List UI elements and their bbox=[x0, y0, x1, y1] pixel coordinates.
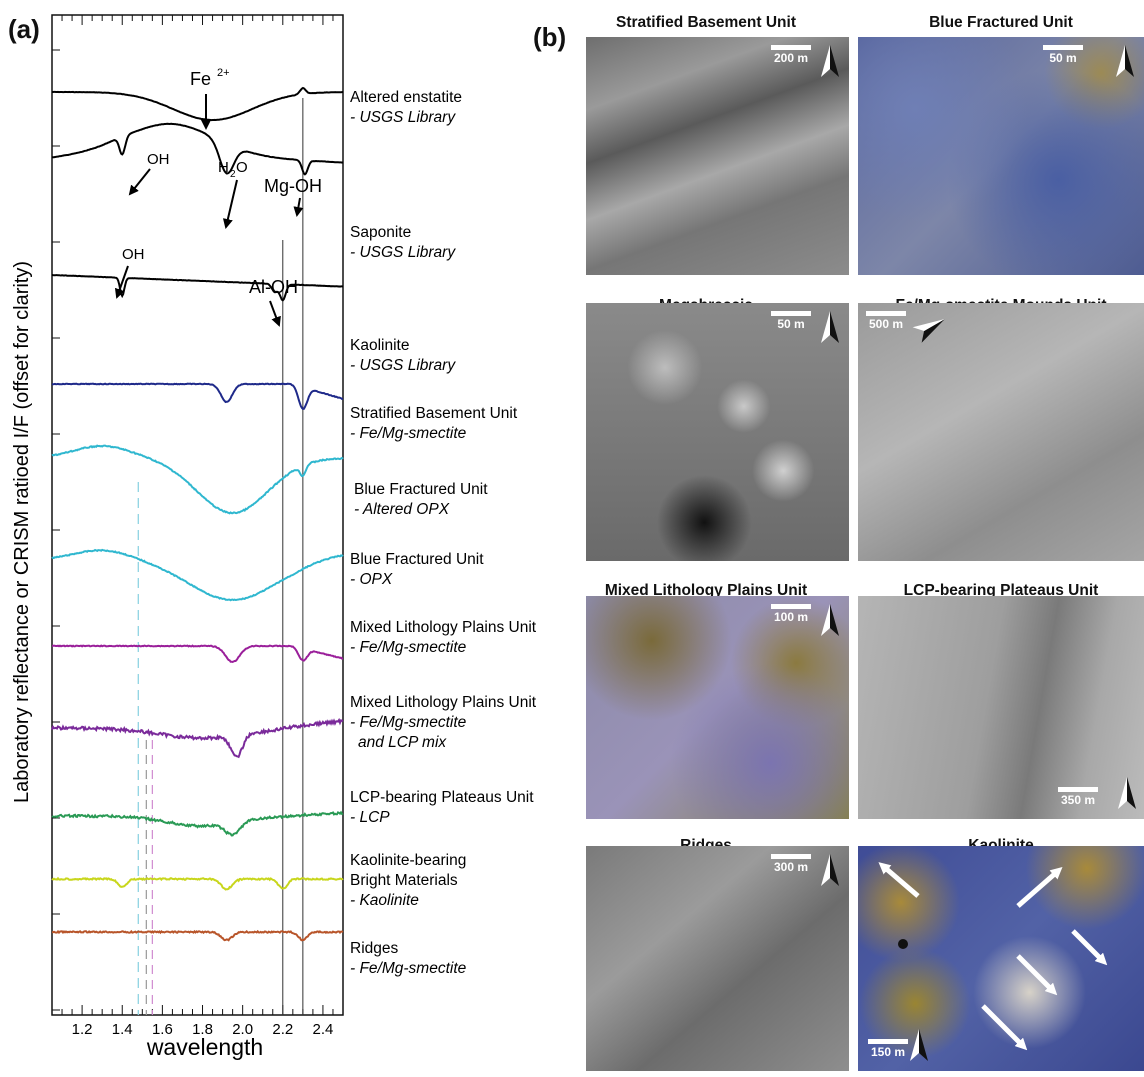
spectrum-name: Mixed Lithology Plains Unit bbox=[350, 694, 537, 711]
spectrum-name: Kaolinite-bearing bbox=[350, 852, 466, 869]
x-tick-label: 2.0 bbox=[232, 1021, 253, 1038]
spectrum-curve bbox=[51, 810, 344, 837]
scale-bar: 500 m bbox=[866, 311, 906, 331]
spectrum-curve bbox=[51, 273, 344, 302]
spectrum-source: - Fe/Mg-smectite bbox=[350, 714, 467, 731]
spectrum-name: Blue Fractured Unit bbox=[350, 551, 484, 568]
axis-ticks: 1.2 1.4 1.6 1.8 2.0 2.2 2.4 bbox=[52, 15, 344, 1038]
absorption-annotations: Fe 2+ OH H 2 O Mg-OH OH Al-OH bbox=[114, 67, 322, 327]
north-arrow-icon bbox=[821, 854, 839, 886]
oh-annotation-2: OH bbox=[122, 246, 145, 263]
scale-bar: 300 m bbox=[771, 854, 811, 874]
aloh-annotation: Al-OH bbox=[249, 277, 298, 297]
spectrum-name: Saponite bbox=[350, 224, 411, 241]
x-tick-label: 1.2 bbox=[72, 1021, 93, 1038]
reference-lines bbox=[137, 98, 304, 1015]
kaolinite-arrows bbox=[878, 862, 1108, 1051]
panel-a-label: (a) bbox=[8, 14, 40, 44]
scale-bar: 50 m bbox=[771, 311, 811, 331]
scale-bar: 150 m bbox=[868, 1039, 908, 1059]
oh-annotation: OH bbox=[147, 151, 170, 168]
mgoh-annotation: Mg-OH bbox=[264, 176, 322, 196]
tile-image: 100 m bbox=[586, 596, 849, 819]
fe-annotation: Fe bbox=[190, 69, 211, 89]
scale-bar: 350 m bbox=[1058, 787, 1098, 807]
tile-image: 500 m bbox=[858, 303, 1144, 561]
scale-bar: 50 m bbox=[1043, 45, 1083, 65]
tile-title: Mixed Lithology Plains Unit bbox=[604, 582, 808, 599]
tile-image: 150 m bbox=[858, 846, 1144, 1071]
spectrum-source: - USGS Library bbox=[350, 357, 456, 374]
spectrum-curve bbox=[51, 644, 343, 663]
spectrum-name: Kaolinite bbox=[350, 337, 409, 354]
spectrum-source: - Altered OPX bbox=[354, 501, 450, 518]
spectrum-source: - USGS Library bbox=[350, 109, 456, 126]
spectra-figure: 1.2 1.4 1.6 1.8 2.0 2.2 2.4 Fe 2+ OH H 2 O Mg-OH OH Al… bbox=[11, 14, 537, 1060]
spectrum-curve bbox=[52, 122, 344, 176]
tile-title: Blue Fractured Unit bbox=[929, 14, 1073, 31]
spectrum-source: - Fe/Mg-smectite bbox=[350, 960, 467, 977]
spectrum-name-line2: Bright Materials bbox=[350, 872, 458, 889]
spectra-labels: Altered enstatite - USGS Library Saponite -… bbox=[350, 89, 537, 977]
north-arrow-icon bbox=[912, 319, 945, 343]
spectrum-name: LCP-bearing Plateaus Unit bbox=[350, 789, 534, 806]
y-axis-label: Laboratory reflectance or CRISM ratioed … bbox=[11, 261, 33, 803]
spectrum-name: Altered enstatite bbox=[350, 89, 462, 106]
tile-image: 300 m bbox=[586, 846, 849, 1071]
tile-image: 50 m bbox=[586, 303, 849, 561]
spectrum-name: Ridges bbox=[350, 940, 398, 957]
spectrum-name: Blue Fractured Unit bbox=[354, 481, 488, 498]
fe-superscript: 2+ bbox=[217, 67, 230, 79]
spectrum-curve bbox=[51, 548, 344, 602]
tile-title: LCP-bearing Plateaus Unit bbox=[903, 582, 1099, 599]
scale-bar: 200 m bbox=[771, 45, 811, 65]
spectrum-curve bbox=[51, 444, 344, 515]
h2o-annotation: H bbox=[218, 159, 229, 176]
x-tick-label: 2.4 bbox=[313, 1021, 334, 1038]
north-arrow-icon bbox=[821, 604, 839, 636]
spectrum-source: - Kaolinite bbox=[350, 892, 419, 909]
plot-frame bbox=[51, 14, 344, 1016]
tile-image: 50 m bbox=[858, 37, 1144, 275]
h2o-subscript: 2 bbox=[230, 169, 236, 180]
north-arrow-icon bbox=[1118, 777, 1136, 809]
scale-bar: 100 m bbox=[771, 604, 811, 624]
x-tick-label: 1.8 bbox=[192, 1021, 213, 1038]
x-tick-label: 2.2 bbox=[272, 1021, 293, 1038]
spectrum-source-line2: and LCP mix bbox=[358, 734, 447, 751]
spectrum-source: - USGS Library bbox=[350, 244, 456, 261]
spectrum-source: - OPX bbox=[350, 571, 393, 588]
spectrum-curve bbox=[52, 382, 344, 410]
spectrum-curve bbox=[52, 929, 344, 942]
x-tick-label: 1.6 bbox=[152, 1021, 173, 1038]
spectrum-source: - Fe/Mg-smectite bbox=[350, 639, 467, 656]
h2o-annotation-o: O bbox=[236, 159, 248, 176]
plot-axes bbox=[51, 14, 344, 1016]
x-axis-label: wavelength bbox=[146, 1034, 263, 1060]
north-arrow-icon bbox=[1116, 45, 1134, 77]
spectrum-curve bbox=[52, 86, 344, 122]
spectrum-source: - Fe/Mg-smectite bbox=[350, 425, 467, 442]
spectrum-curve bbox=[51, 876, 344, 891]
north-arrow-icon bbox=[910, 1029, 928, 1061]
spectra-curves bbox=[51, 86, 344, 942]
north-arrow-icon bbox=[821, 311, 839, 343]
north-arrow-icon bbox=[821, 45, 839, 77]
tile-image: 200 m bbox=[586, 37, 849, 275]
panel-b-label: (b) bbox=[533, 22, 567, 52]
spectrum-source: - LCP bbox=[350, 809, 390, 826]
tile-title: Stratified Basement Unit bbox=[615, 14, 796, 31]
tile-image: 350 m bbox=[858, 596, 1144, 819]
spectrum-curve bbox=[51, 717, 344, 759]
spectrum-name: Mixed Lithology Plains Unit bbox=[350, 619, 537, 636]
spectrum-name: Stratified Basement Unit bbox=[350, 405, 518, 422]
x-tick-label: 1.4 bbox=[112, 1021, 133, 1038]
